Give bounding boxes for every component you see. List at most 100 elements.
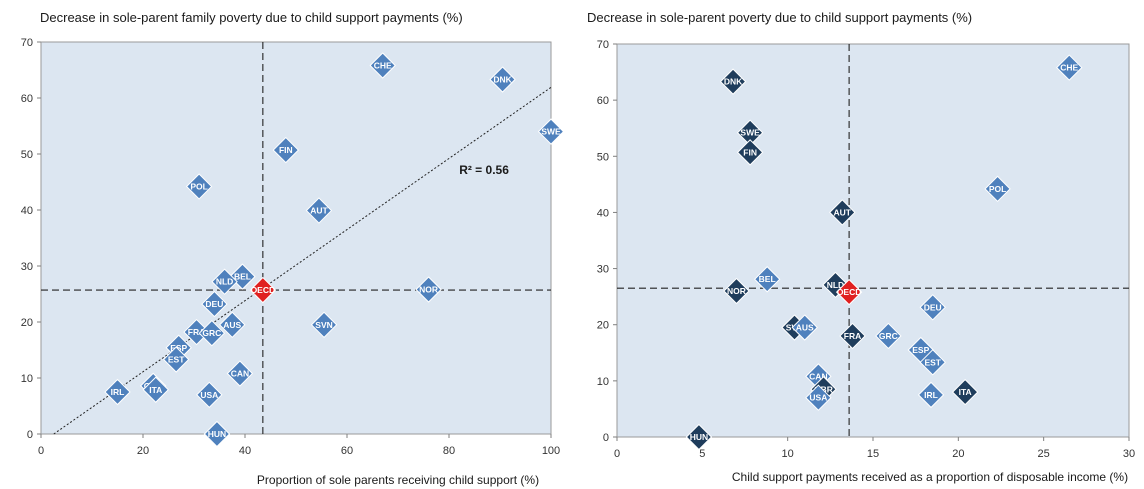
data-point-can — [226, 360, 254, 387]
x-axis-title: Child support payments received as a pro… — [732, 470, 1128, 484]
data-point-label: HUN — [690, 432, 708, 442]
data-point-label: POL — [190, 181, 207, 191]
chart-panel-1: Decrease in sole-parent family poverty d… — [21, 10, 565, 487]
data-point-label: AUS — [796, 323, 814, 333]
data-point-label: HUN — [208, 429, 226, 439]
data-point-ita — [951, 378, 979, 406]
x-tick-label: 0 — [38, 445, 44, 457]
data-point-label: BEL — [759, 274, 776, 284]
y-tick-label: 70 — [597, 39, 609, 51]
r-squared-annotation: R² = 0.56 — [459, 163, 509, 177]
data-point-nor — [723, 277, 750, 305]
data-point-label: POL — [989, 184, 1006, 194]
data-point-label: DNK — [724, 77, 743, 87]
data-point-oecd — [249, 276, 277, 304]
data-point-bel — [753, 266, 781, 293]
plot-area — [616, 43, 1130, 438]
data-point-label: SWE — [541, 127, 561, 137]
data-point-label: EST — [168, 355, 185, 365]
y-tick-label: 30 — [597, 264, 609, 276]
data-point-label: GBR — [814, 384, 833, 394]
data-point-label: AUS — [223, 320, 241, 330]
data-point-label: CAN — [231, 369, 249, 379]
x-tick-label: 30 — [1123, 448, 1135, 460]
data-point-label: ESP — [912, 345, 929, 355]
y-tick-label: 40 — [597, 207, 609, 219]
data-point-fin — [272, 136, 300, 164]
data-point-svn — [310, 311, 338, 339]
data-point-che — [369, 52, 396, 79]
y-tick-label: 60 — [21, 93, 33, 105]
data-point-aus — [219, 311, 246, 339]
y-tick-label: 30 — [21, 261, 33, 273]
data-point-aus — [791, 314, 818, 341]
data-point-label: SVN — [315, 320, 332, 330]
data-point-label: GRC — [879, 331, 898, 341]
data-point-label: EST — [924, 357, 941, 367]
data-point-label: SWE — [740, 128, 760, 138]
x-tick-label: 80 — [443, 445, 455, 457]
y-tick-label: 10 — [21, 373, 33, 385]
data-point-hun — [685, 423, 713, 451]
data-point-label: USA — [200, 390, 218, 400]
data-point-usa — [805, 384, 832, 411]
data-point-label: ITA — [149, 385, 162, 395]
data-point-dnk — [719, 68, 747, 95]
data-point-label: FIN — [743, 147, 757, 157]
data-point-grc — [875, 322, 902, 350]
data-point-label: CAN — [809, 371, 827, 381]
chart-panel-2: Decrease in sole-parent poverty due to c… — [587, 10, 1135, 484]
y-tick-label: 0 — [603, 432, 609, 444]
data-point-label: NOR — [727, 286, 746, 296]
x-tick-label: 15 — [867, 448, 879, 460]
x-tick-label: 100 — [542, 445, 560, 457]
data-point-label: GRC — [202, 328, 221, 338]
data-point-label: CHE — [1060, 63, 1078, 73]
data-point-label: DEU — [924, 302, 942, 312]
data-point-deu — [201, 290, 228, 318]
trendline — [53, 86, 552, 435]
data-point-label: FRA — [188, 327, 205, 337]
y-tick-label: 50 — [21, 149, 33, 161]
data-point-nor — [415, 276, 442, 303]
data-point-irl — [917, 381, 945, 409]
chart-title: Decrease in sole-parent poverty due to c… — [587, 10, 972, 25]
data-point-pol — [185, 173, 213, 200]
x-tick-label: 10 — [782, 448, 794, 460]
data-point-oecd — [835, 278, 863, 306]
data-point-label: IRL — [111, 387, 125, 397]
data-point-deu — [919, 294, 946, 321]
x-axis-title: Proportion of sole parents receiving chi… — [257, 473, 539, 487]
data-point-label: IRL — [924, 390, 938, 400]
plot-area — [40, 41, 552, 435]
data-point-dnk — [489, 66, 516, 93]
data-point-label: AUT — [834, 207, 852, 217]
data-point-nld — [211, 268, 238, 295]
data-point-usa — [196, 381, 223, 409]
data-point-label: NLD — [216, 277, 233, 287]
y-tick-label: 60 — [597, 95, 609, 107]
data-point-label: ESP — [170, 343, 187, 353]
y-tick-label: 20 — [21, 317, 33, 329]
data-point-label: FRA — [844, 331, 861, 341]
y-tick-label: 20 — [597, 320, 609, 332]
x-tick-label: 5 — [699, 448, 705, 460]
data-point-aut — [829, 199, 856, 226]
x-tick-label: 60 — [341, 445, 353, 457]
data-point-label: FIN — [279, 145, 293, 155]
data-point-fra — [839, 322, 866, 350]
chart-title: Decrease in sole-parent family poverty d… — [40, 10, 463, 25]
data-point-est — [162, 346, 190, 373]
data-point-irl — [104, 378, 131, 406]
data-point-label: OECD — [251, 285, 276, 295]
data-point-est — [919, 349, 946, 376]
data-point-grc — [198, 319, 226, 347]
data-point-che — [1056, 54, 1083, 81]
y-tick-label: 40 — [21, 205, 33, 217]
data-point-ita — [142, 376, 169, 403]
data-point-label: OECD — [837, 287, 862, 297]
y-tick-label: 10 — [597, 376, 609, 388]
x-tick-label: 20 — [137, 445, 149, 457]
data-point-hun — [203, 420, 231, 448]
